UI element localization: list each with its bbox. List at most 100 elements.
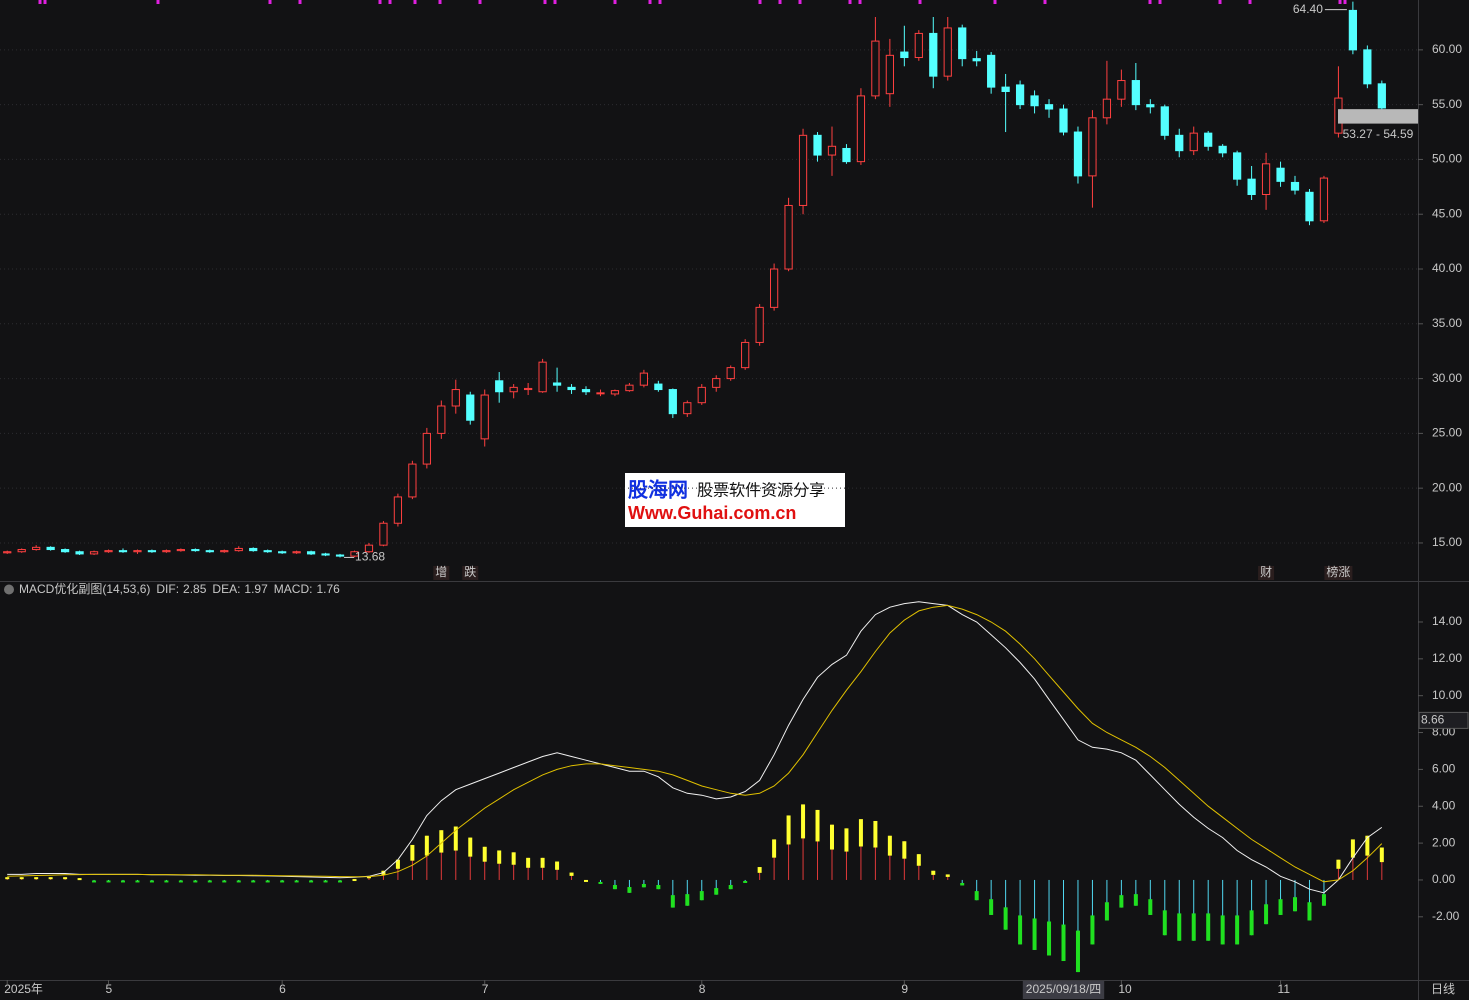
- macd-bar-tip: [251, 880, 256, 883]
- candle-body: [943, 27, 952, 77]
- macd-bar-tip: [728, 885, 733, 890]
- macd-bar-tip: [207, 880, 212, 883]
- macd-bar-tip: [1018, 915, 1023, 945]
- macd-bar-tip: [19, 877, 24, 880]
- y-tick-label: 15.00: [1432, 535, 1462, 549]
- macd-bar-tip: [338, 880, 343, 883]
- candle-body: [263, 550, 272, 553]
- macd-bar-tip: [1293, 897, 1298, 912]
- y-tick-label: 20.00: [1432, 480, 1462, 494]
- macd-bar-tip: [656, 885, 661, 890]
- macd-bar-tip: [1220, 915, 1225, 945]
- candle-body: [625, 384, 634, 392]
- candle-body: [827, 145, 837, 156]
- candle-body: [1363, 49, 1372, 85]
- macd-bar-tip: [1350, 839, 1355, 858]
- panel-menu-icon[interactable]: [4, 584, 14, 595]
- candle-body: [292, 551, 301, 554]
- macd-bar-tip: [1075, 930, 1080, 973]
- candle-body: [1102, 98, 1112, 119]
- macd-bar-tip: [1264, 904, 1269, 925]
- macd-bar-tip: [222, 880, 227, 883]
- macd-bar-tip: [1249, 910, 1254, 936]
- candle-body: [987, 54, 996, 88]
- candle-body: [1001, 86, 1010, 92]
- y-tick-label: -2.00: [1432, 909, 1460, 923]
- y-tick-label: 35.00: [1432, 316, 1462, 330]
- event-tag[interactable]: 财: [1260, 565, 1272, 579]
- macd-bar-tip: [714, 888, 719, 895]
- candle-body: [32, 546, 41, 551]
- macd-bar-tip: [280, 880, 285, 883]
- macd-bar-tip: [1061, 924, 1066, 962]
- macd-bar-tip: [757, 867, 762, 873]
- x-tick-label: 5: [106, 982, 113, 996]
- candle-body: [220, 550, 229, 553]
- macd-bar-tip: [829, 824, 834, 850]
- macd-bar-tip: [1206, 913, 1211, 941]
- macd-bar-tip: [48, 877, 53, 880]
- candle-body: [451, 389, 460, 407]
- macd-bar-tip: [149, 880, 154, 883]
- candle-body: [668, 389, 677, 415]
- candle-body: [364, 544, 374, 553]
- macd-bar-tip: [1191, 913, 1196, 941]
- macd-bar-tip: [468, 837, 473, 857]
- macd-bar-tip: [612, 885, 617, 890]
- event-tag[interactable]: 增: [435, 565, 447, 579]
- macd-bar-tip: [945, 874, 950, 877]
- y-tick-label: 12.00: [1432, 651, 1462, 665]
- candle-body: [769, 268, 779, 308]
- macd-bar-tip: [366, 876, 371, 879]
- y-tick-label: 10.00: [1432, 688, 1462, 702]
- x-tick-label: 9: [901, 982, 908, 996]
- candle-body: [1247, 178, 1256, 196]
- readout-value: 2.85: [183, 582, 207, 596]
- candle-body: [726, 367, 735, 380]
- candle-body: [350, 551, 359, 557]
- candle-body: [958, 27, 967, 60]
- x-tick-label: 6: [279, 982, 286, 996]
- macd-bar-tip: [1336, 859, 1341, 869]
- candle-body: [75, 551, 84, 555]
- macd-bar-tip: [974, 891, 979, 901]
- candle-body: [1276, 167, 1285, 182]
- date-cursor-box: [1022, 981, 1105, 999]
- event-tag[interactable]: 榜涨: [1326, 564, 1350, 579]
- period-label[interactable]: 日线: [1431, 982, 1455, 996]
- candle-body: [509, 386, 518, 393]
- macd-bar-tip: [120, 880, 125, 883]
- macd-bar-tip: [294, 880, 299, 883]
- event-tag-bg: [462, 566, 479, 580]
- panel-title: MACD优化副图(14,53,6): [19, 582, 150, 596]
- candle-body: [162, 550, 171, 553]
- macd-bar-tip: [584, 879, 589, 882]
- candle-body: [278, 551, 287, 554]
- candle-body: [60, 549, 70, 553]
- candle-body: [191, 549, 200, 552]
- candle-body: [596, 392, 605, 395]
- macd-bar-tip: [815, 809, 820, 842]
- macd-bar-tip: [1003, 907, 1008, 930]
- macd-bar-tip: [670, 895, 675, 908]
- macd-bar-tip: [497, 850, 502, 864]
- candle-body: [524, 387, 533, 391]
- event-tag[interactable]: 跌: [464, 564, 476, 579]
- macd-bar-tip: [1379, 847, 1384, 863]
- candle-body: [1059, 108, 1068, 133]
- cursor-value: 8.66: [1421, 713, 1445, 727]
- macd-bar-tip: [598, 881, 603, 884]
- event-tag-bg: [1258, 566, 1275, 580]
- candle-body: [842, 147, 851, 163]
- candle-body: [871, 40, 880, 97]
- candle-body: [104, 550, 113, 553]
- x-tick-label: 10: [1118, 982, 1132, 996]
- candle-body: [480, 394, 489, 440]
- candle-body: [538, 361, 547, 393]
- candle-body: [813, 134, 822, 156]
- macd-bar-tip: [193, 880, 198, 883]
- x-tick-label: 8: [699, 982, 706, 996]
- macd-bar-tip: [1090, 915, 1095, 945]
